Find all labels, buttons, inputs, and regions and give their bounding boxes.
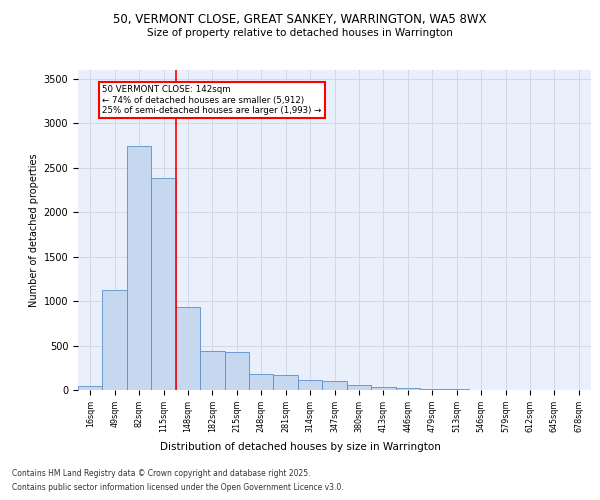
Y-axis label: Number of detached properties: Number of detached properties	[29, 153, 40, 307]
Text: Distribution of detached houses by size in Warrington: Distribution of detached houses by size …	[160, 442, 440, 452]
Bar	[224, 352, 249, 390]
Bar	[103, 290, 127, 390]
Bar	[200, 351, 224, 390]
Bar	[322, 381, 347, 390]
Text: Contains HM Land Registry data © Crown copyright and database right 2025.: Contains HM Land Registry data © Crown c…	[12, 468, 311, 477]
Text: 50, VERMONT CLOSE, GREAT SANKEY, WARRINGTON, WA5 8WX: 50, VERMONT CLOSE, GREAT SANKEY, WARRING…	[113, 12, 487, 26]
Bar	[274, 375, 298, 390]
Bar	[176, 308, 200, 390]
Bar	[249, 374, 274, 390]
Bar	[298, 380, 322, 390]
Bar	[151, 178, 176, 390]
Bar	[347, 384, 371, 390]
Text: 50 VERMONT CLOSE: 142sqm
← 74% of detached houses are smaller (5,912)
25% of sem: 50 VERMONT CLOSE: 142sqm ← 74% of detach…	[103, 85, 322, 115]
Bar	[420, 389, 445, 390]
Text: Size of property relative to detached houses in Warrington: Size of property relative to detached ho…	[147, 28, 453, 38]
Bar	[78, 386, 103, 390]
Bar	[127, 146, 151, 390]
Bar	[395, 388, 420, 390]
Bar	[371, 388, 395, 390]
Text: Contains public sector information licensed under the Open Government Licence v3: Contains public sector information licen…	[12, 484, 344, 492]
